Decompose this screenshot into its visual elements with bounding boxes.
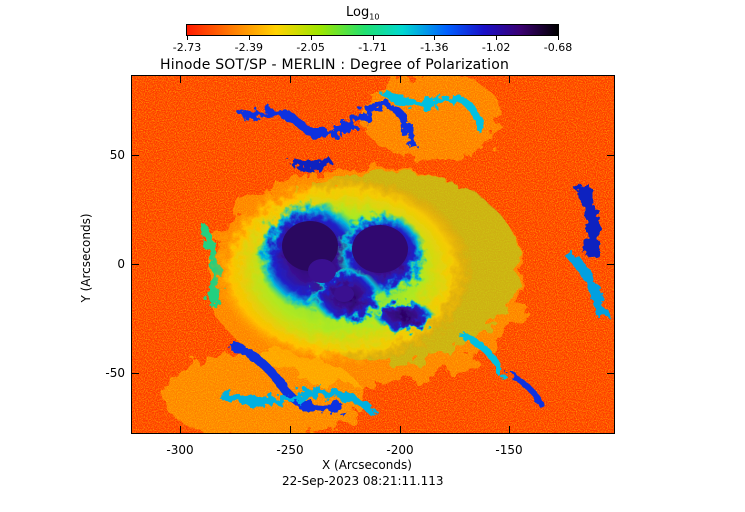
x-tick-mark [290, 426, 291, 434]
polarization-map [131, 75, 615, 434]
x-tick-label: -300 [166, 443, 194, 457]
y-tick-label: -50 [105, 366, 125, 380]
colorbar-tick-mark [248, 36, 250, 40]
x-tick-mark [400, 426, 401, 434]
colorbar-tick-label: -2.39 [234, 41, 264, 54]
x-tick-mark [290, 75, 291, 83]
colorbar-tick-label: -2.73 [172, 41, 202, 54]
y-tick-mark [131, 264, 139, 265]
colorbar-tick-label: -1.71 [358, 41, 387, 54]
x-tick-label: -200 [386, 443, 414, 457]
y-tick-mark [607, 373, 615, 374]
colorbar-tick-mark [187, 36, 188, 40]
colorbar-tick-mark [496, 36, 498, 40]
colorbar-tick-mark [372, 36, 374, 40]
y-axis-label: Y (Arcseconds) [79, 213, 93, 303]
y-tick-mark [131, 155, 139, 156]
colorbar-tick-mark [310, 36, 312, 40]
x-tick-mark [180, 75, 181, 83]
y-tick-label: 0 [117, 257, 125, 271]
x-tick-label: -250 [276, 443, 304, 457]
y-tick-mark [607, 155, 615, 156]
y-tick-mark [131, 373, 139, 374]
x-tick-mark [509, 426, 510, 434]
x-tick-mark [400, 75, 401, 83]
x-tick-mark [180, 426, 181, 434]
colorbar-tick-label: -0.68 [543, 41, 573, 54]
x-tick-mark [509, 75, 510, 83]
colorbar-tick-label: -1.02 [481, 41, 511, 54]
colorbar-tick-mark [434, 36, 436, 40]
x-axis-label: X (Arcseconds) [322, 458, 412, 472]
y-tick-label: 50 [109, 148, 125, 162]
colorbar-tick-label: -2.05 [296, 41, 325, 54]
colorbar [186, 24, 559, 36]
colorbar-tick-mark [558, 36, 559, 40]
x-tick-label: -150 [495, 443, 523, 457]
y-tick-mark [607, 264, 615, 265]
colorbar-tick-label: -1.36 [420, 41, 449, 54]
polarization-map-image [132, 76, 614, 433]
colorbar-title: Log10 [346, 5, 380, 22]
timestamp: 22-Sep-2023 08:21:11.113 [282, 474, 444, 488]
image-title: Hinode SOT/SP - MERLIN : Degree of Polar… [160, 57, 510, 73]
